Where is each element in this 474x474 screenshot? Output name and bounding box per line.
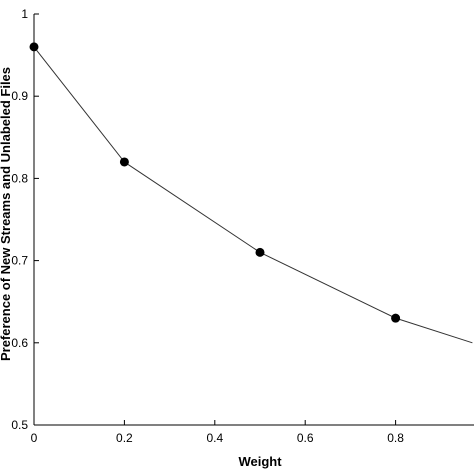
series xyxy=(29,42,473,344)
y-tick-label: 0.9 xyxy=(11,89,28,103)
x-tick-label: 0 xyxy=(31,431,38,445)
data-point xyxy=(391,313,401,323)
x-tick-label: 0.2 xyxy=(116,431,133,445)
y-tick-label: 0.6 xyxy=(11,336,28,350)
x-axis-title: Weight xyxy=(238,454,282,469)
y-axis-title: Preference of New Streams and Unlabeled … xyxy=(0,67,13,361)
axes xyxy=(33,14,474,426)
y-tick-label: 0.7 xyxy=(11,254,28,268)
data-point xyxy=(255,247,265,257)
y-ticks: 0.5 0.6 0.7 0.8 0.9 1 xyxy=(11,7,39,432)
data-point xyxy=(119,157,129,167)
y-tick-label: 1 xyxy=(21,7,28,21)
y-tick-label: 0.5 xyxy=(11,418,28,432)
x-tick-label: 0.8 xyxy=(387,431,404,445)
series-line xyxy=(33,46,473,344)
x-ticks: 0 0.2 0.4 0.6 0.8 xyxy=(31,420,404,445)
x-tick-label: 0.4 xyxy=(206,431,223,445)
y-tick-label: 0.8 xyxy=(11,171,28,185)
x-tick-label: 0.6 xyxy=(297,431,314,445)
data-point xyxy=(29,42,39,52)
